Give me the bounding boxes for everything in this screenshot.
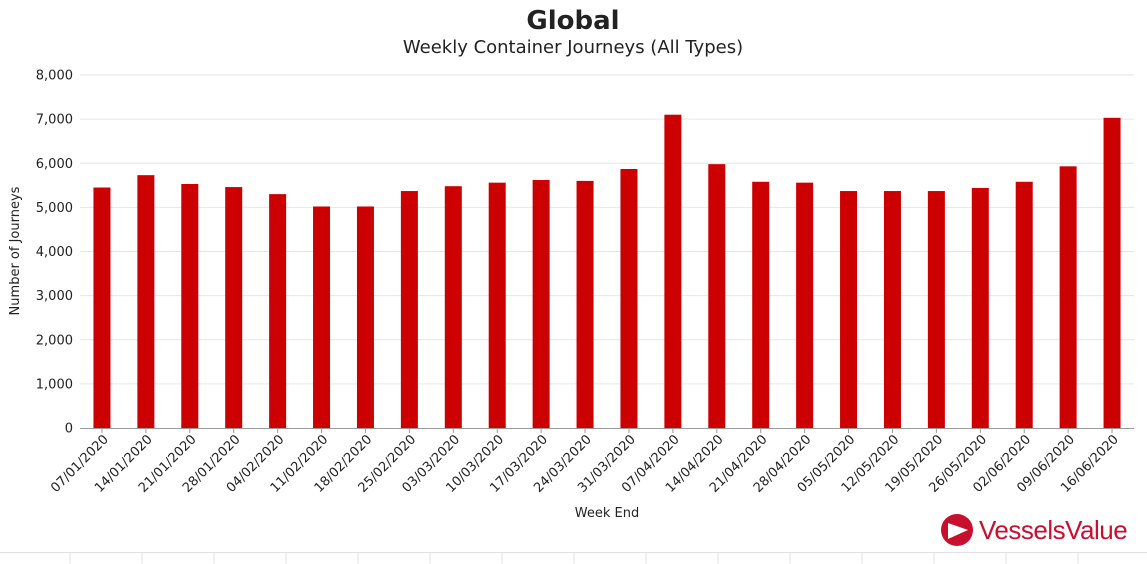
- bar[interactable]: [93, 187, 111, 428]
- y-tick-label: 2,000: [36, 333, 73, 348]
- y-tick-label: 3,000: [36, 289, 73, 304]
- bar[interactable]: [708, 164, 726, 428]
- chart-title: Global: [526, 6, 619, 36]
- y-tick-label: 1,000: [36, 377, 73, 392]
- bar[interactable]: [883, 191, 901, 428]
- bar[interactable]: [181, 183, 199, 428]
- y-tick-label: 0: [65, 422, 73, 437]
- bar[interactable]: [971, 187, 989, 428]
- bar[interactable]: [356, 206, 374, 428]
- bar[interactable]: [137, 175, 155, 428]
- bar[interactable]: [269, 194, 287, 428]
- vesselsvalue-logo: VesselsValue: [941, 514, 1128, 546]
- bar[interactable]: [225, 187, 243, 428]
- bar[interactable]: [927, 191, 945, 428]
- bar[interactable]: [1103, 117, 1121, 429]
- bar[interactable]: [752, 181, 770, 428]
- y-tick-label: 4,000: [36, 245, 73, 260]
- bar[interactable]: [1059, 166, 1077, 428]
- bottom-divider: [0, 552, 1147, 564]
- bar[interactable]: [400, 191, 418, 428]
- x-axis-ticks: 07/01/202014/01/202021/01/202028/01/2020…: [48, 428, 1122, 496]
- bar[interactable]: [620, 168, 638, 428]
- bars: [93, 114, 1121, 429]
- bar[interactable]: [840, 191, 858, 428]
- y-tick-label: 8,000: [36, 69, 73, 84]
- bar[interactable]: [313, 206, 331, 428]
- logo-text: VesselsValue: [979, 515, 1127, 545]
- y-tick-label: 7,000: [36, 113, 73, 128]
- bar[interactable]: [444, 186, 462, 428]
- bar[interactable]: [664, 114, 682, 429]
- bar[interactable]: [1015, 181, 1033, 428]
- y-tick-label: 6,000: [36, 157, 73, 172]
- bar[interactable]: [796, 182, 814, 428]
- bar[interactable]: [488, 182, 506, 428]
- chart-subtitle: Weekly Container Journeys (All Types): [403, 37, 743, 58]
- gridlines: [80, 74, 1134, 385]
- bar[interactable]: [532, 180, 550, 428]
- bar[interactable]: [576, 180, 594, 428]
- y-tick-label: 5,000: [36, 201, 73, 216]
- x-axis-label: Week End: [575, 506, 639, 521]
- y-axis-label: Number of Journeys: [8, 186, 23, 315]
- vesselsvalue-logo-icon: [941, 514, 973, 546]
- y-axis-ticks: 0 1,000 2,000 3,000 4,000 5,000 6,000 7,000 8,00…: [36, 69, 73, 437]
